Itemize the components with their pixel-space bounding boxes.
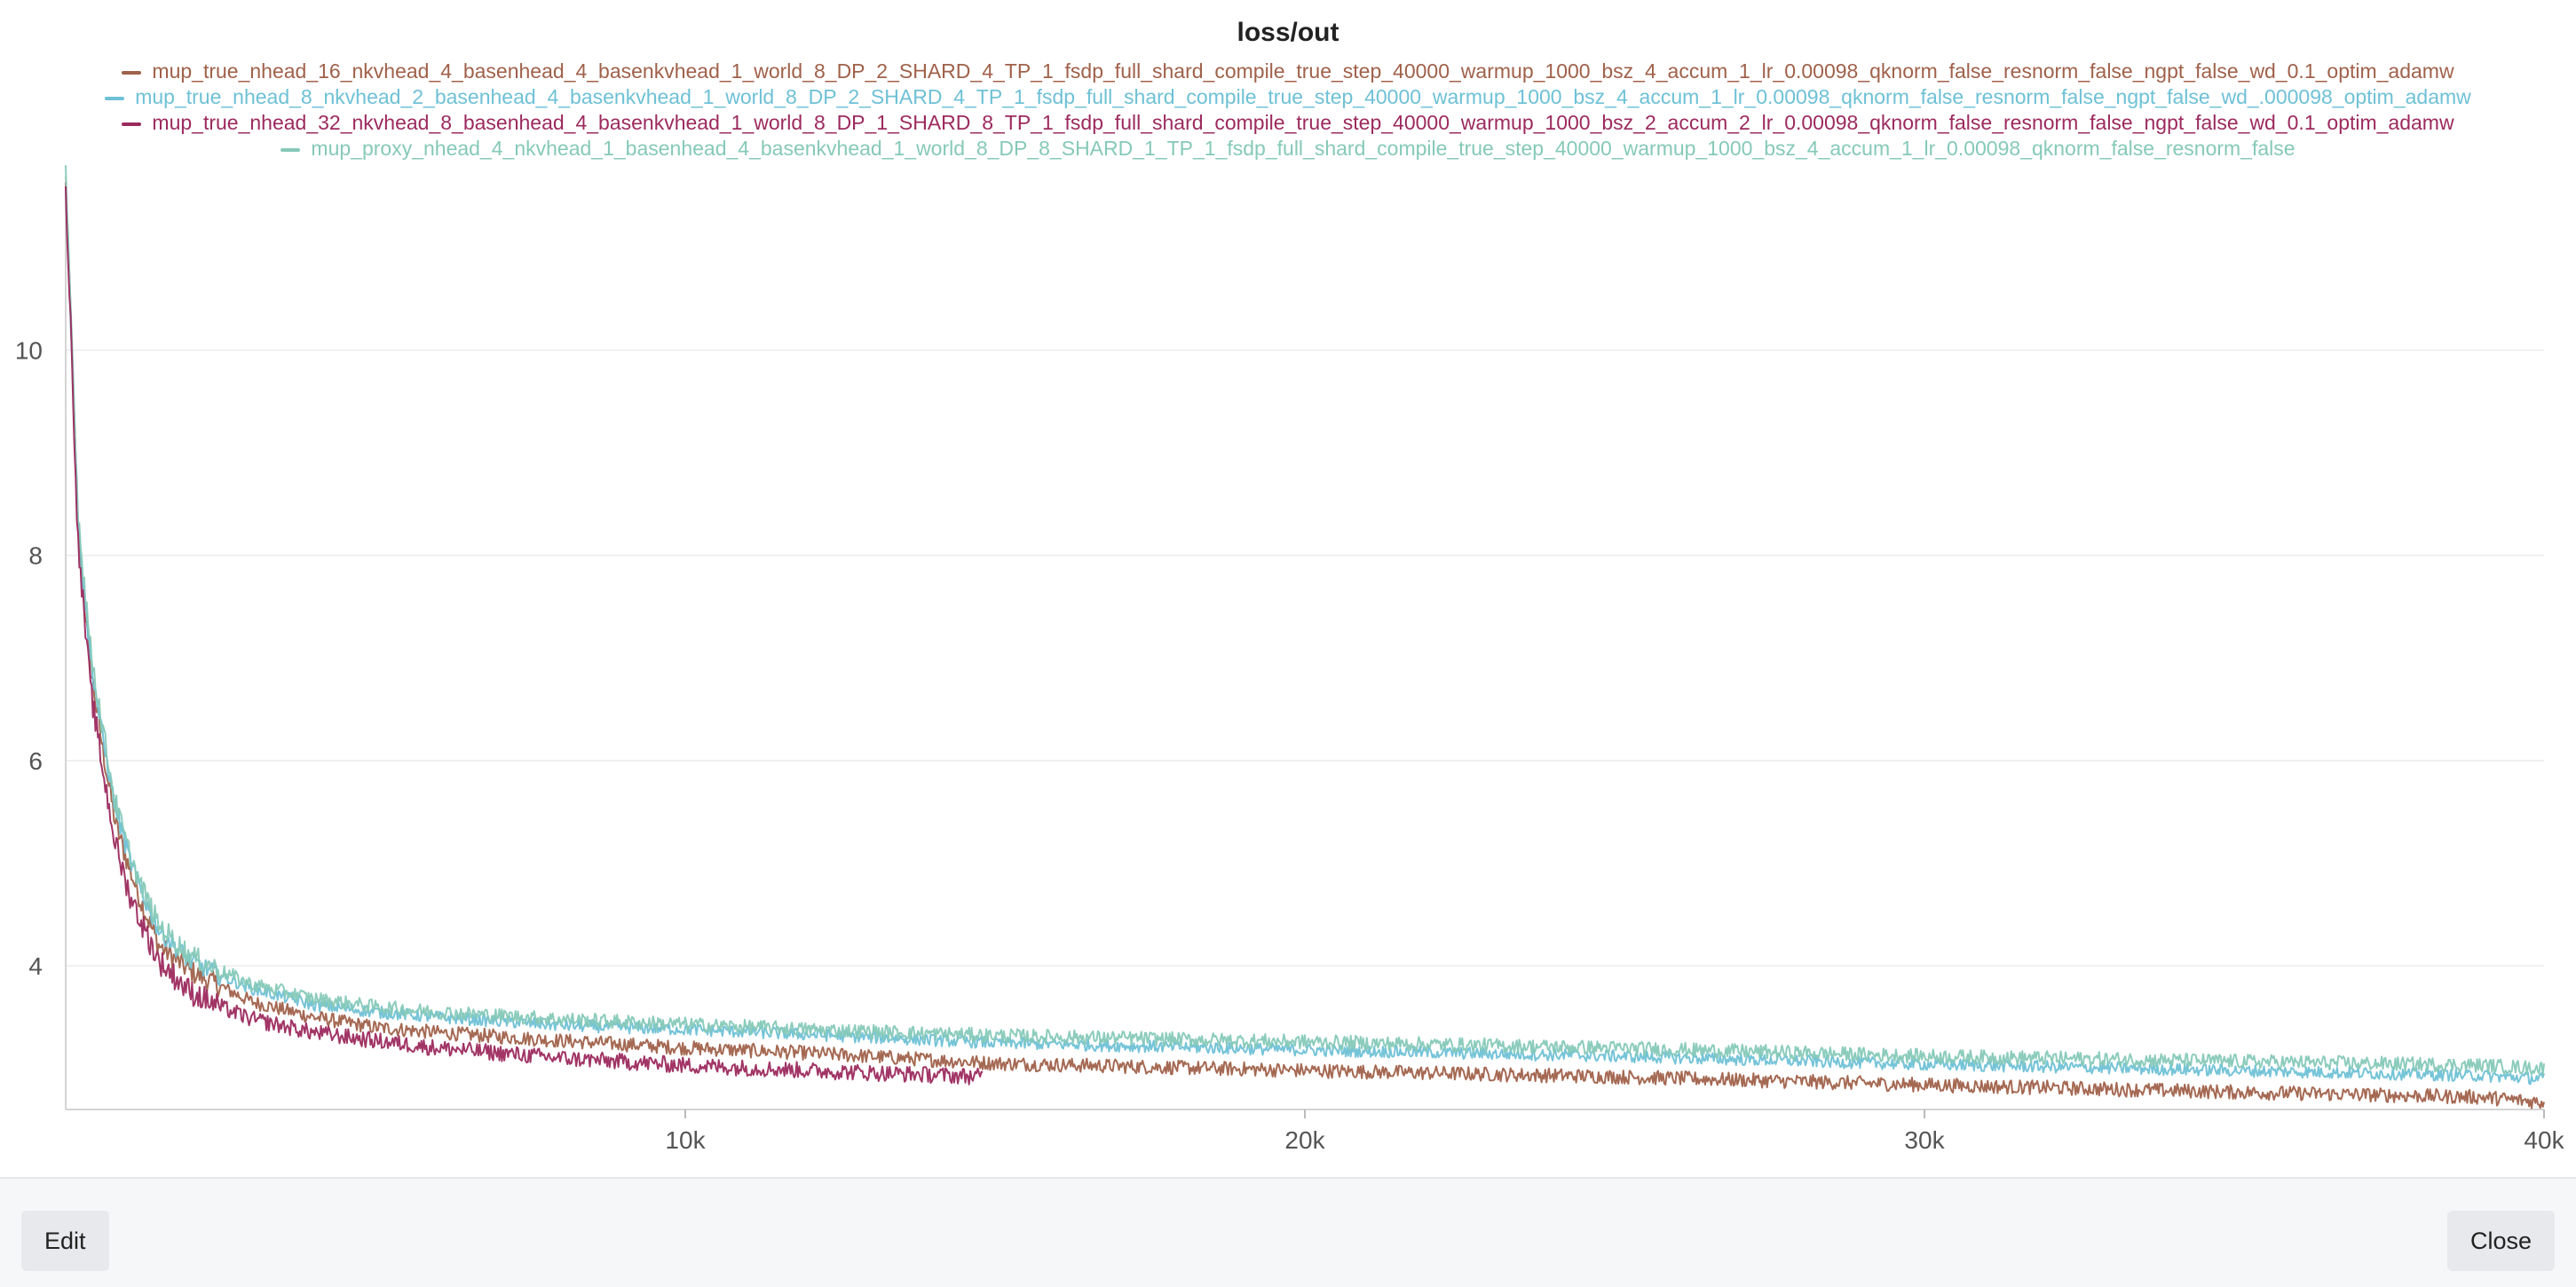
y-tick-label: 4 (28, 952, 43, 980)
legend-label: mup_true_nhead_8_nkvhead_2_basenhead_4_b… (135, 85, 2471, 108)
legend-swatch (122, 70, 142, 75)
line-chart: 4 6 8 10 10k 20k 30k 40k (15, 165, 2565, 1154)
legend-entry: mup_true_nhead_16_nkvhead_4_basenhead_4_… (0, 59, 2576, 84)
x-tick-label: 10k (665, 1126, 706, 1154)
x-tick-label: 30k (1904, 1126, 1945, 1154)
legend-swatch (105, 96, 125, 100)
y-tick-label: 10 (15, 337, 43, 365)
series-line-3 (65, 165, 2545, 1077)
legend-swatch (281, 147, 301, 152)
y-tick-label: 8 (28, 542, 43, 570)
legend-label: mup_true_nhead_32_nkvhead_8_basenhead_4_… (152, 111, 2454, 134)
x-tick-label: 20k (1284, 1126, 1325, 1154)
legend-swatch (122, 122, 142, 126)
close-button[interactable]: Close (2446, 1211, 2555, 1271)
chart-panel: loss/out mup_true_nhead_16_nkvhead_4_bas… (0, 18, 2576, 1154)
edit-button[interactable]: Edit (21, 1211, 109, 1271)
chart-legend: mup_true_nhead_16_nkvhead_4_basenhead_4_… (0, 59, 2576, 162)
legend-entry: mup_proxy_nhead_4_nkvhead_1_basenhead_4_… (0, 136, 2576, 162)
legend-label: mup_true_nhead_16_nkvhead_4_basenhead_4_… (152, 59, 2454, 83)
y-tick-label: 6 (28, 747, 43, 775)
chart-title: loss/out (1237, 18, 1339, 47)
legend-label: mup_proxy_nhead_4_nkvhead_1_basenhead_4_… (311, 137, 2295, 160)
legend-entry: mup_true_nhead_32_nkvhead_8_basenhead_4_… (0, 110, 2576, 136)
series-line-1 (65, 191, 2545, 1086)
legend-entry: mup_true_nhead_8_nkvhead_2_basenhead_4_b… (0, 84, 2576, 110)
footer-bar: Edit Close (0, 1177, 2576, 1287)
series-line-2 (65, 186, 984, 1086)
series-line-0 (65, 182, 2545, 1109)
x-tick-label: 40k (2524, 1126, 2564, 1154)
